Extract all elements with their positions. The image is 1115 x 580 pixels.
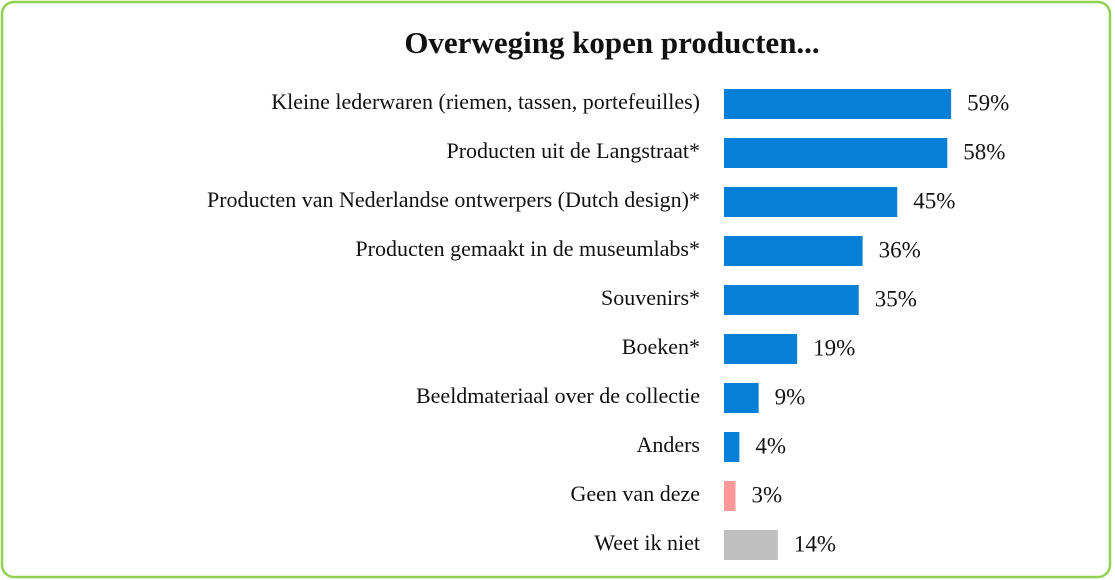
value-label: 36% xyxy=(879,237,921,262)
value-label: 58% xyxy=(963,139,1005,164)
bar xyxy=(724,285,859,315)
bar xyxy=(724,187,898,217)
value-label: 4% xyxy=(755,433,786,458)
value-label: 19% xyxy=(813,335,855,360)
category-label: Producten gemaakt in de museumlabs* xyxy=(355,236,700,261)
bar xyxy=(724,334,798,364)
category-label: Weet ik niet xyxy=(594,530,700,555)
value-label: 45% xyxy=(913,188,955,213)
chart-title: Overweging kopen producten... xyxy=(404,25,819,60)
value-label: 3% xyxy=(752,482,783,507)
category-label: Boeken* xyxy=(622,334,700,359)
category-label: Anders xyxy=(636,432,700,457)
bar xyxy=(724,236,863,266)
bar xyxy=(724,89,952,119)
value-label: 35% xyxy=(875,286,917,311)
bar xyxy=(724,138,948,168)
category-label: Producten uit de Langstraat* xyxy=(446,138,700,163)
bar xyxy=(724,383,759,413)
category-label: Geen van deze xyxy=(571,481,700,506)
category-label: Beeldmateriaal over de collectie xyxy=(416,383,700,408)
bar xyxy=(724,481,736,511)
value-label: 59% xyxy=(967,90,1009,115)
value-label: 9% xyxy=(775,384,806,409)
value-label: 14% xyxy=(794,531,836,556)
category-label: Producten van Nederlandse ontwerpers (Du… xyxy=(207,187,700,212)
bar xyxy=(724,530,778,560)
category-label: Kleine lederwaren (riemen, tassen, porte… xyxy=(271,89,700,114)
category-label: Souvenirs* xyxy=(601,285,700,310)
bar xyxy=(724,432,740,462)
